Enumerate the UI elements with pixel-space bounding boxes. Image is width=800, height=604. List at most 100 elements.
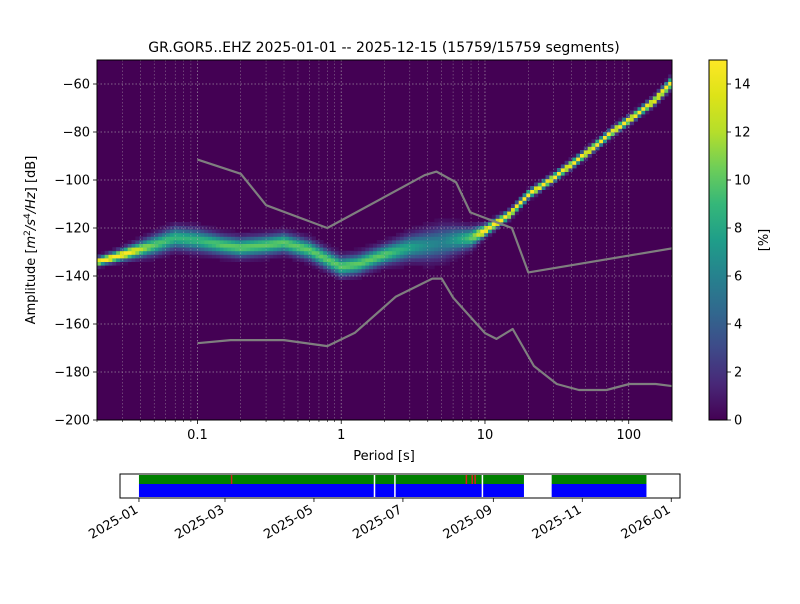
- heatmap-cell: [610, 124, 615, 129]
- heatmap-cell: [181, 222, 186, 226]
- heatmap-cell: [250, 243, 255, 248]
- heatmap-cell: [353, 258, 359, 262]
- heatmap-cell: [376, 254, 382, 259]
- heatmap-cell: [388, 261, 393, 266]
- heatmap-cell: [112, 261, 117, 266]
- heatmap-cell: [123, 243, 129, 248]
- heatmap-cell: [219, 229, 224, 234]
- heatmap-cell: [491, 222, 497, 226]
- heatmap-cell: [392, 254, 397, 259]
- heatmap-cell: [373, 247, 378, 252]
- heatmap-cell: [235, 243, 240, 248]
- heatmap-cell: [338, 276, 343, 280]
- heatmap-cell: [246, 240, 251, 244]
- heatmap-cell: [649, 103, 654, 108]
- heatmap-cell: [603, 142, 608, 147]
- heatmap-cell: [392, 247, 397, 252]
- heatmap-cell: [530, 189, 535, 194]
- heatmap-cell: [376, 243, 382, 248]
- heatmap-cell: [438, 240, 443, 244]
- heatmap-cell: [599, 139, 604, 144]
- heatmap-cell: [116, 258, 121, 262]
- heatmap-cell: [434, 250, 439, 255]
- heatmap-cell: [273, 243, 278, 248]
- heatmap-cell: [346, 268, 351, 273]
- heatmap-cell: [461, 229, 466, 234]
- heatmap-cell: [150, 247, 155, 252]
- heatmap-cell: [166, 254, 171, 259]
- heatmap-cell: [319, 261, 324, 266]
- heatmap-cell: [265, 258, 270, 262]
- heatmap-cell: [445, 250, 451, 255]
- heatmap-cell: [112, 254, 117, 259]
- heatmap-cell: [254, 229, 259, 234]
- heatmap-cell: [212, 229, 217, 234]
- heatmap-cell: [338, 250, 343, 255]
- heatmap-cell: [422, 225, 428, 230]
- y-tick-label: −180: [54, 366, 90, 381]
- heatmap-cell: [415, 232, 420, 237]
- colorbar-tick-label: 14: [734, 78, 751, 93]
- heatmap-cell: [388, 250, 393, 255]
- heatmap-cell: [162, 243, 167, 248]
- heatmap-cell: [127, 240, 132, 244]
- heatmap-cell: [503, 222, 508, 226]
- heatmap-cell: [350, 265, 355, 270]
- heatmap-cell: [572, 160, 577, 165]
- heatmap-cell: [430, 222, 435, 226]
- heatmap-cell: [192, 243, 198, 248]
- heatmap-cell: [422, 261, 428, 266]
- heatmap-cell: [158, 247, 163, 252]
- heatmap-cell: [453, 236, 458, 241]
- heatmap-cell: [587, 146, 592, 151]
- heatmap-cell: [288, 247, 293, 252]
- heatmap-cell: [415, 229, 420, 234]
- heatmap-cell: [426, 240, 431, 244]
- heatmap-cell: [327, 250, 332, 255]
- heatmap-cell: [457, 250, 462, 255]
- heatmap-cell: [196, 240, 201, 244]
- heatmap-cell: [476, 232, 481, 237]
- heatmap-cell: [277, 229, 282, 234]
- heatmap-cell: [461, 240, 466, 244]
- heatmap-cell: [323, 243, 328, 248]
- heatmap-cell: [304, 240, 309, 244]
- heatmap-cell: [265, 243, 270, 248]
- heatmap-cell: [430, 236, 435, 241]
- heatmap-cell: [514, 211, 520, 216]
- heatmap-cell: [453, 240, 458, 244]
- heatmap-cell: [242, 254, 247, 259]
- heatmap-cell: [319, 265, 324, 270]
- heatmap-cell: [434, 261, 439, 266]
- heatmap-cell: [641, 103, 646, 108]
- heatmap-cell: [465, 240, 470, 244]
- heatmap-cell: [449, 222, 454, 226]
- heatmap-cell: [350, 276, 355, 280]
- heatmap-cell: [468, 222, 474, 226]
- heatmap-cell: [480, 232, 485, 237]
- heatmap-cell: [426, 243, 431, 248]
- heatmap-cell: [622, 128, 627, 133]
- heatmap-cell: [281, 229, 286, 234]
- heatmap-cell: [273, 240, 278, 244]
- heatmap-cell: [242, 236, 247, 241]
- heatmap-cell: [422, 247, 428, 252]
- heatmap-cell: [327, 258, 332, 262]
- heatmap-cell: [311, 250, 316, 255]
- heatmap-cell: [315, 265, 320, 270]
- heatmap-cell: [135, 258, 140, 262]
- heatmap-cell: [223, 229, 228, 234]
- heatmap-cell: [461, 250, 466, 255]
- heatmap-cell: [599, 142, 604, 147]
- heatmap-cell: [457, 229, 462, 234]
- heatmap-cell: [342, 272, 347, 277]
- x-axis-label: Period [s]: [353, 449, 415, 464]
- heatmap-cell: [660, 85, 665, 90]
- heatmap-cell: [196, 250, 201, 255]
- heatmap-cell: [150, 236, 155, 241]
- heatmap-cell: [422, 265, 428, 270]
- heatmap-cell: [319, 268, 324, 273]
- heatmap-cell: [246, 254, 251, 259]
- heatmap-cell: [108, 254, 113, 259]
- heatmap-cell: [495, 222, 500, 226]
